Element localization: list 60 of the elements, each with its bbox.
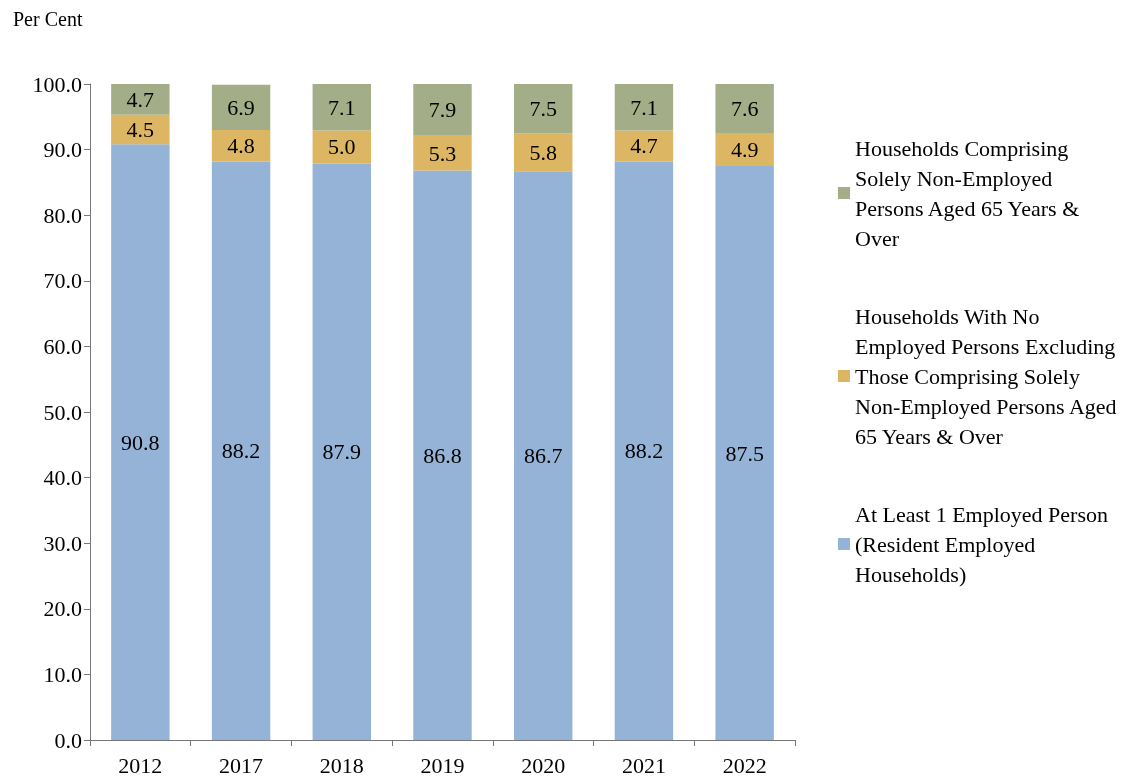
bar bbox=[614, 161, 674, 740]
bar bbox=[111, 144, 170, 740]
bar bbox=[514, 84, 573, 134]
data-label: 4.7 bbox=[126, 86, 155, 112]
bar bbox=[715, 166, 774, 740]
legend-label: At Least 1 Employed Person (Resident Employed Households) bbox=[855, 501, 1114, 587]
data-label: 7.1 bbox=[328, 94, 356, 120]
data-label: 7.9 bbox=[428, 97, 457, 123]
y-tick-label: 0.0 bbox=[54, 727, 82, 753]
y-tick-label: 60.0 bbox=[43, 333, 82, 359]
data-label: 5.3 bbox=[428, 140, 457, 166]
bar bbox=[211, 84, 271, 130]
data-label: 5.8 bbox=[529, 139, 557, 165]
bar bbox=[413, 84, 472, 136]
data-label: 87.5 bbox=[725, 440, 764, 466]
bar bbox=[413, 170, 472, 740]
bar bbox=[111, 84, 170, 115]
bar bbox=[413, 135, 472, 171]
y-tick-label: 50.0 bbox=[43, 399, 82, 425]
data-label: 4.7 bbox=[630, 133, 658, 159]
y-tick-label: 40.0 bbox=[43, 465, 82, 491]
y-tick-label: 90.0 bbox=[43, 137, 82, 163]
x-tick-label: 2022 bbox=[722, 752, 767, 778]
y-tick-label: 10.0 bbox=[43, 661, 82, 687]
legend-label: Households With No Employed Persons Excluding Those Comprising Solely Non-Employed Persons Aged 65 Years & Over bbox=[855, 303, 1123, 449]
data-label: 87.9 bbox=[322, 439, 362, 465]
y-tick-label: 80.0 bbox=[43, 202, 82, 228]
data-label: 6.9 bbox=[227, 94, 255, 120]
x-tick-label: 2021 bbox=[621, 752, 666, 778]
data-label: 4.5 bbox=[126, 117, 155, 143]
y-tick-label: 20.0 bbox=[43, 596, 82, 622]
data-label: 7.6 bbox=[730, 96, 759, 122]
data-label: 88.2 bbox=[221, 438, 261, 464]
y-tick-label: 70.0 bbox=[43, 268, 82, 294]
data-label: 4.9 bbox=[730, 137, 759, 163]
y-tick-label: 100.0 bbox=[32, 71, 82, 97]
data-label: 5.0 bbox=[328, 134, 356, 160]
x-tick-label: 2019 bbox=[420, 752, 465, 778]
bar bbox=[312, 84, 371, 131]
bar bbox=[715, 84, 774, 134]
x-tick-label: 2018 bbox=[319, 752, 364, 778]
bar bbox=[211, 161, 271, 740]
y-tick-label: 30.0 bbox=[43, 530, 82, 556]
data-label: 4.8 bbox=[227, 133, 255, 159]
bar bbox=[715, 133, 774, 166]
x-tick-label: 2012 bbox=[118, 752, 163, 778]
x-tick-label: 2017 bbox=[219, 752, 264, 778]
bar bbox=[614, 84, 674, 131]
data-label: 90.8 bbox=[121, 429, 160, 455]
data-label: 86.7 bbox=[523, 443, 563, 469]
x-tick-label: 2020 bbox=[521, 752, 566, 778]
bar bbox=[312, 163, 371, 740]
legend-label: Households Comprising Solely Non-Employed Persons Aged 65 Years & Over bbox=[855, 135, 1085, 251]
bar bbox=[514, 133, 573, 172]
data-label: 88.2 bbox=[624, 438, 664, 464]
data-label: 86.8 bbox=[423, 442, 462, 468]
bar bbox=[514, 171, 573, 740]
y-axis-title: Per Cent bbox=[13, 8, 83, 30]
data-label: 7.1 bbox=[630, 94, 658, 120]
data-label: 7.5 bbox=[529, 96, 557, 122]
